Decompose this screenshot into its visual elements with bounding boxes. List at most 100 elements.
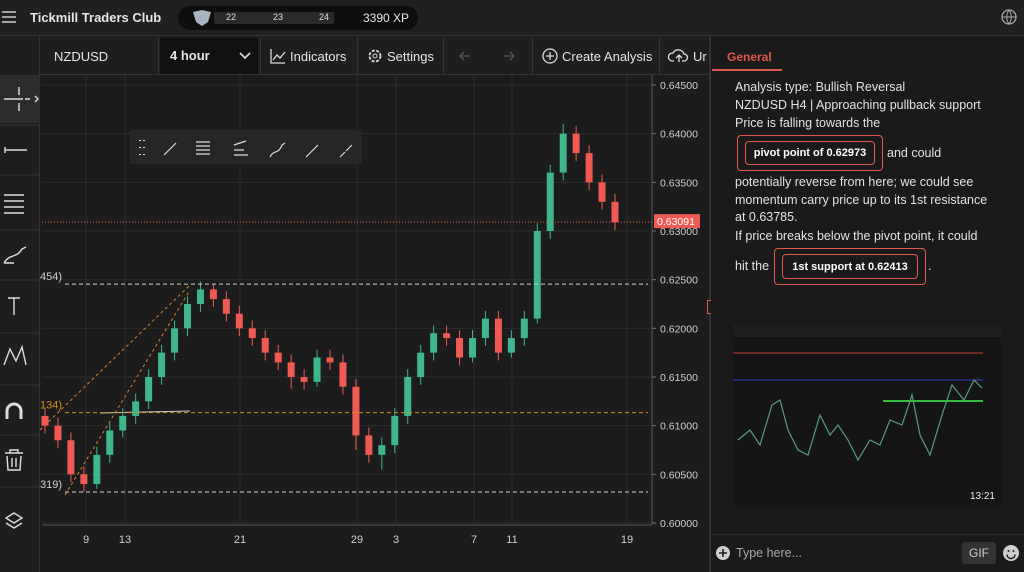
candles: [41, 123, 619, 492]
interval: 4 hour: [170, 48, 210, 63]
candle-body: [313, 357, 321, 382]
menu-icon[interactable]: [0, 8, 18, 26]
xp-value: 3390 XP: [363, 11, 410, 25]
candle-body: [352, 386, 360, 436]
upload-button[interactable]: Ur: [693, 49, 707, 64]
candle-body: [132, 401, 140, 416]
candle-body: [93, 454, 101, 485]
price-chart[interactable]: 0.64500 0.64000 0.63500 0.63000 0.62500 0.620…: [40, 75, 710, 572]
candle-body: [106, 430, 114, 455]
text-tool[interactable]: [8, 297, 20, 315]
current-price-tag: [654, 214, 700, 229]
layers-tool[interactable]: [4, 512, 24, 529]
globe-lines: [1002, 9, 1016, 25]
candle-body: [533, 231, 541, 319]
eye: [1012, 550, 1015, 552]
cloud: [668, 49, 689, 62]
candle-body: [209, 289, 217, 300]
plus: [719, 549, 727, 557]
tool[interactable]: [339, 144, 353, 158]
interval-select[interactable]: [160, 38, 258, 74]
trend-line[interactable]: [40, 284, 191, 431]
candle-body: [326, 357, 334, 363]
candle-body: [391, 415, 399, 446]
candle-body: [80, 474, 88, 485]
fib-tool[interactable]: [4, 194, 24, 214]
menu-glyph: [2, 11, 16, 23]
upload-icon: [668, 49, 689, 62]
y-tick-label: 0.62000: [660, 323, 698, 335]
candle-body: [41, 415, 49, 426]
support-badge[interactable]: 1st support at 0.62413: [774, 248, 926, 285]
magnet-tool[interactable]: [5, 402, 23, 419]
line-tool[interactable]: [4, 147, 27, 153]
indicators-button[interactable]: Indicators: [290, 49, 347, 64]
x-tick-label: 13: [119, 534, 131, 546]
create-analysis-button[interactable]: Create Analysis: [562, 49, 653, 64]
candle-body: [119, 415, 127, 431]
tool[interactable]: [163, 142, 177, 156]
message-line: and could: [887, 146, 942, 160]
current-price-label: 0.63091: [657, 216, 695, 228]
chart-thumbnail[interactable]: 13:21: [733, 325, 1001, 505]
candle-body: [520, 318, 528, 339]
drawing-toolbar: [130, 130, 362, 164]
message-line: .: [928, 259, 932, 273]
top-bar: [0, 0, 1024, 36]
x-tick-label: 9: [83, 534, 89, 546]
tool-sidebar: [0, 37, 40, 572]
x-tick-label: 29: [351, 534, 363, 546]
thumb-time: 13:21: [970, 491, 995, 502]
tool[interactable]: [233, 140, 248, 156]
candle-body: [287, 362, 295, 377]
expand-arrow[interactable]: [34, 95, 39, 103]
candle-body: [443, 333, 451, 339]
support-badge-text: 1st support at 0.62413: [782, 254, 918, 279]
candle-body: [184, 304, 191, 329]
indicators-icon: [270, 49, 286, 64]
message-line: potentially reverse from here; we could …: [735, 175, 974, 189]
candle-body: [417, 352, 425, 377]
candle-body: [611, 201, 619, 223]
drag-handle[interactable]: [139, 140, 145, 155]
gif-button[interactable]: GIF: [962, 542, 996, 564]
globe-icon[interactable]: [1000, 8, 1018, 26]
candle-body: [469, 338, 476, 358]
tool[interactable]: [305, 144, 319, 158]
candle-body: [261, 338, 269, 353]
eye: [1007, 550, 1010, 552]
general-tab[interactable]: General: [727, 50, 772, 64]
attach-icon[interactable]: [715, 545, 731, 561]
tool[interactable]: [196, 141, 210, 155]
arrows: [459, 51, 515, 61]
candle-body: [546, 172, 554, 231]
brush-tool[interactable]: [3, 246, 27, 264]
emoji-button[interactable]: [1002, 544, 1020, 562]
pattern-tool[interactable]: [3, 344, 27, 366]
tool[interactable]: [269, 142, 286, 158]
settings-button[interactable]: Settings: [387, 49, 434, 64]
candle-body: [430, 333, 438, 353]
candle-body: [54, 425, 62, 441]
separator: [659, 37, 660, 74]
delete-tool[interactable]: [5, 449, 23, 471]
plus: [546, 52, 554, 60]
separator: [443, 37, 444, 74]
pivot-badge[interactable]: pivot point of 0.62973: [737, 135, 883, 171]
chart-toolbar: [40, 37, 710, 75]
drawing-tools[interactable]: [139, 140, 353, 158]
y-tick-label: 0.60500: [660, 469, 698, 481]
undo-redo[interactable]: [456, 48, 526, 64]
candle-body: [171, 328, 179, 353]
message-line: at 0.63785.: [735, 210, 798, 224]
x-tick-label: 19: [621, 534, 633, 546]
x-tick-label: 21: [234, 534, 246, 546]
candle-body: [559, 133, 567, 173]
trend-line[interactable]: [64, 289, 191, 496]
y-tick-label: 0.61500: [660, 372, 698, 384]
crosshair-tool[interactable]: [4, 87, 30, 111]
level-label: 134): [40, 400, 62, 412]
message-input[interactable]: Type here...: [736, 546, 803, 560]
dropdown-arrow: [239, 52, 251, 60]
symbol[interactable]: NZDUSD: [54, 49, 109, 64]
